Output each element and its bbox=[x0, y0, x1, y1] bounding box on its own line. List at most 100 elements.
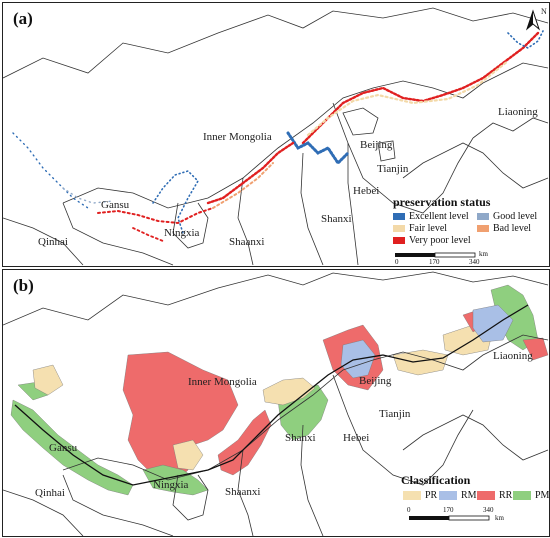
gansu-boundary bbox=[62, 202, 174, 266]
ningxia-boundary-b bbox=[172, 474, 209, 521]
place-b-gansu: Gansu bbox=[49, 442, 78, 454]
region-pm-west bbox=[10, 399, 134, 496]
place-gansu: Gansu bbox=[101, 199, 130, 211]
place-b-shanxi: Shanxi bbox=[285, 432, 316, 444]
panel-b-scale-bar bbox=[409, 515, 490, 521]
place-ningxia: Ningxia bbox=[164, 227, 200, 239]
shanxi-boundary-b bbox=[300, 424, 324, 536]
place-liaoning: Liaoning bbox=[498, 106, 538, 118]
panel-b-classification-regions bbox=[10, 284, 549, 496]
panel-a-scale-unit: km bbox=[479, 250, 488, 258]
legend-label-rm: RM bbox=[461, 490, 477, 501]
hebei-boundary bbox=[332, 102, 474, 214]
panel-b-wall-line bbox=[14, 304, 529, 486]
panel-a-preservation-map: (a) N Inner Mongolia Liaoning Beijing Ti… bbox=[2, 2, 550, 267]
legend-item-rr: RR bbox=[477, 490, 512, 501]
wall-section-excellent-far-west bbox=[12, 132, 89, 209]
legend-item-good: Good level bbox=[477, 211, 537, 222]
qinhai-boundary bbox=[3, 217, 84, 266]
place-b-tianjin: Tianjin bbox=[379, 408, 411, 420]
wall-section-excellent-north bbox=[507, 30, 544, 49]
shaanxi-boundary-b bbox=[237, 449, 254, 536]
legend-swatch-rm bbox=[439, 491, 457, 500]
legend-label-good: Good level bbox=[493, 211, 538, 222]
panel-a-scale-tick-0: 0 bbox=[395, 258, 399, 266]
legend-label-pr: PR bbox=[425, 490, 438, 501]
inner-mongolia-south-boundary bbox=[62, 62, 549, 209]
panel-b-legend-title: Classification bbox=[401, 473, 471, 487]
place-hebei: Hebei bbox=[353, 185, 380, 197]
legend-item-bad: Bad level bbox=[477, 223, 531, 234]
wall-section-fair-east bbox=[306, 59, 510, 137]
place-b-hebei: Hebei bbox=[343, 432, 370, 444]
shanxi-east-boundary bbox=[347, 143, 359, 266]
panel-b-map-canvas bbox=[3, 271, 549, 536]
gansu-boundary-b bbox=[62, 474, 174, 536]
legend-swatch-bad bbox=[477, 225, 489, 232]
legend-item-excellent: Excellent level bbox=[393, 211, 469, 222]
panel-a-province-boundaries bbox=[3, 7, 549, 266]
legend-swatch-good bbox=[477, 213, 489, 220]
place-b-qinhai: Qinhai bbox=[35, 487, 65, 499]
legend-item-rm: RM bbox=[439, 490, 477, 501]
wall-section-good-far-west bbox=[62, 187, 114, 204]
coastline bbox=[402, 142, 549, 189]
panel-a-label: (a) bbox=[13, 9, 33, 28]
place-beijing: Beijing bbox=[360, 139, 393, 151]
legend-item-very-poor: Very poor level bbox=[393, 235, 471, 246]
legend-item-fair: Fair level bbox=[393, 223, 447, 234]
legend-swatch-very-poor bbox=[393, 237, 405, 244]
legend-label-excellent: Excellent level bbox=[409, 211, 469, 222]
place-b-inner-mongolia: Inner Mongolia bbox=[188, 376, 257, 388]
legend-swatch-rr bbox=[477, 491, 495, 500]
place-tianjin: Tianjin bbox=[377, 163, 409, 175]
place-b-ningxia: Ningxia bbox=[153, 479, 189, 491]
legend-label-pm: PM bbox=[535, 490, 550, 501]
north-arrow-icon bbox=[523, 9, 543, 33]
panel-b-province-boundaries bbox=[3, 271, 549, 536]
wall-section-very-poor-west bbox=[97, 207, 214, 225]
place-shaanxi: Shaanxi bbox=[229, 236, 265, 248]
panel-a-legend-title: preservation status bbox=[393, 195, 491, 209]
qinhai-boundary-b bbox=[3, 489, 84, 536]
region-rr-shaanxi bbox=[217, 409, 272, 476]
tianjin-boundary bbox=[377, 140, 396, 162]
panel-a-wall-sections bbox=[12, 30, 544, 242]
legend-label-bad: Bad level bbox=[493, 223, 532, 234]
north-arrow-label: N bbox=[541, 7, 547, 16]
legend-swatch-excellent bbox=[393, 213, 405, 220]
panel-b-classification-map: (b) Inner Mongolia Liaoning Beijing Tian… bbox=[2, 269, 550, 537]
panel-a-scale-tick-340: 340 bbox=[469, 258, 480, 266]
legend-label-very-poor: Very poor level bbox=[409, 235, 471, 246]
liaoning-boundary bbox=[472, 117, 549, 139]
panel-b-scale-tick-0: 0 bbox=[407, 506, 411, 514]
wall-section-very-poor-central bbox=[206, 141, 295, 205]
shanxi-boundary bbox=[300, 152, 324, 266]
legend-item-pm: PM bbox=[513, 490, 549, 501]
hebei-boundary-b bbox=[332, 374, 474, 486]
inner-mongolia-boundary bbox=[3, 7, 549, 79]
panel-b-scale-unit: km bbox=[495, 514, 504, 522]
wall-section-excellent-central bbox=[286, 131, 350, 166]
panel-b-label: (b) bbox=[13, 276, 34, 295]
place-qinhai: Qinhai bbox=[38, 236, 68, 248]
region-pr-ningxia bbox=[172, 439, 204, 471]
panel-a-map-canvas bbox=[3, 7, 549, 266]
region-pr-central bbox=[262, 377, 316, 406]
place-b-shaanxi: Shaanxi bbox=[225, 486, 261, 498]
region-pr-hebei bbox=[392, 349, 449, 376]
beijing-boundary bbox=[342, 107, 379, 136]
wall-section-very-poor-south-west bbox=[132, 227, 164, 242]
inner-mongolia-south-boundary-b bbox=[62, 334, 549, 481]
inner-mongolia-boundary-b bbox=[3, 271, 549, 326]
panel-b-scale-tick-340: 340 bbox=[483, 506, 494, 514]
place-b-beijing: Beijing bbox=[359, 375, 392, 387]
wall-section-excellent-west bbox=[152, 170, 200, 234]
panel-a-scale-bar bbox=[395, 252, 476, 258]
panel-a-scale-tick-170: 170 bbox=[429, 258, 440, 266]
panel-b-scale-tick-170: 170 bbox=[443, 506, 454, 514]
legend-item-pr: PR bbox=[403, 490, 437, 501]
region-pr-west bbox=[32, 364, 64, 396]
legend-label-fair: Fair level bbox=[409, 223, 448, 234]
wall-section-very-poor-east bbox=[301, 31, 540, 145]
